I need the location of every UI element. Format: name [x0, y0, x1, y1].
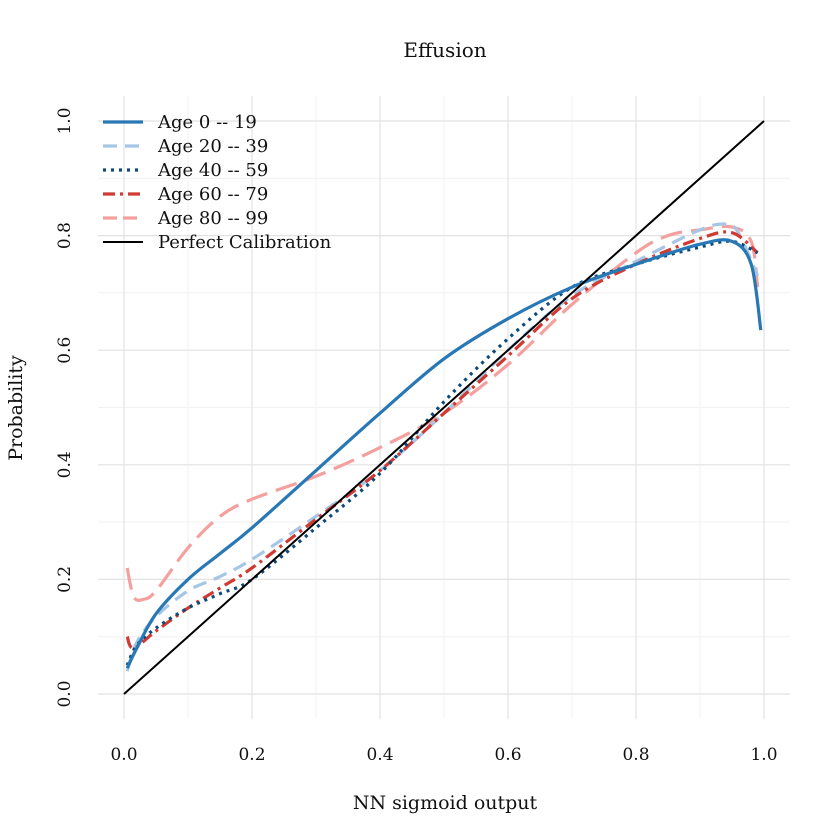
chart-title: Effusion	[403, 38, 486, 62]
x-tick-label: 0.4	[366, 745, 393, 765]
y-tick-label: 0.2	[55, 566, 75, 593]
y-tick-label: 0.6	[55, 337, 75, 364]
legend-label: Age 60 -- 79	[157, 184, 268, 205]
legend: Age 0 -- 19 Age 20 -- 39 Age 40 -- 59 Age 6…	[103, 112, 332, 253]
x-tick-label: 0.2	[238, 745, 265, 765]
series-layer	[123, 120, 765, 695]
legend-label: Age 20 -- 39	[157, 136, 268, 157]
x-axis-title: NN sigmoid output	[353, 792, 538, 814]
x-tick-label: 0.0	[110, 745, 137, 765]
series-line-5	[123, 120, 765, 695]
x-tick-label: 0.6	[494, 745, 521, 765]
grid-lines	[98, 96, 790, 719]
series-line-0	[125, 238, 763, 669]
y-tick-label: 1.0	[55, 107, 75, 134]
series-line-1	[125, 222, 760, 672]
x-tick-label: 0.8	[622, 745, 649, 765]
legend-label: Perfect Calibration	[158, 232, 332, 253]
legend-label: Age 40 -- 59	[157, 160, 268, 181]
x-tick-label: 1.0	[750, 745, 777, 765]
y-axis-title: Probability	[5, 355, 27, 461]
legend-label: Age 0 -- 19	[157, 112, 257, 133]
y-tick-label: 0.0	[55, 680, 75, 707]
y-tick-label: 0.8	[55, 222, 75, 249]
series-line-3	[125, 230, 759, 650]
legend-label: Age 80 -- 99	[157, 208, 268, 229]
tick-labels: 0.0 0.2 0.4 0.6 0.8 1.0 0.0 0.2 0.4 0.6 0.8 1.0	[55, 107, 778, 765]
y-tick-label: 0.4	[55, 451, 75, 478]
